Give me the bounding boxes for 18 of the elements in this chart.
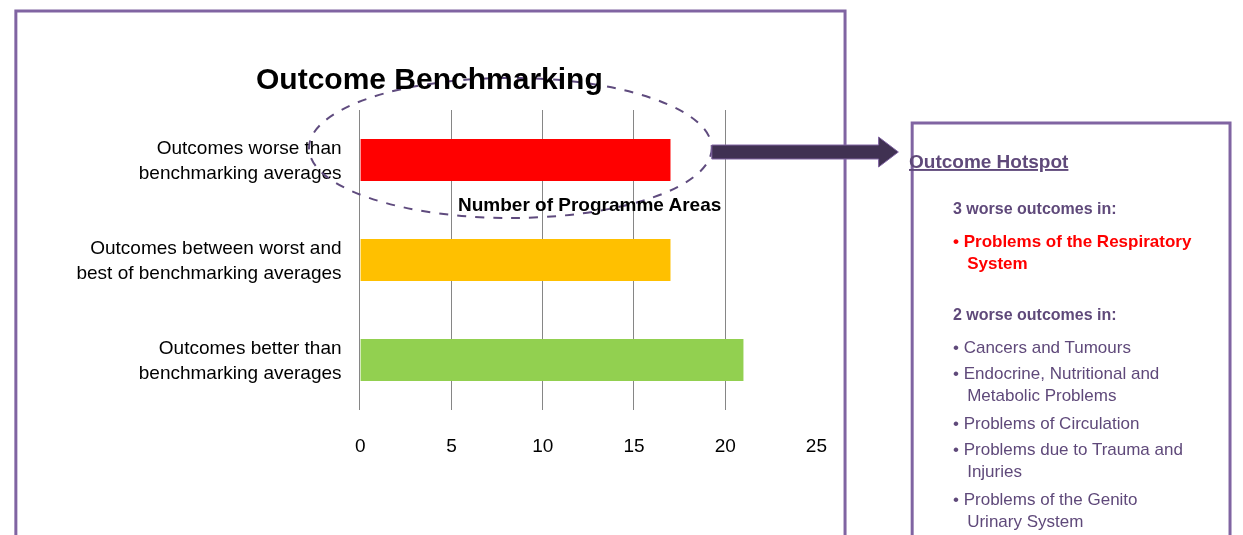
- y-tick-label: Outcomes better than benchmarking averages: [138, 337, 342, 383]
- x-tick-label: 0: [355, 435, 366, 456]
- chart-title: Outcome Benchmarking: [256, 62, 603, 95]
- text: • Cancers and Tumours: [953, 338, 1131, 357]
- x-tick-label: 5: [446, 435, 457, 456]
- x-tick-label: 15: [623, 435, 645, 456]
- x-tick-label: 20: [714, 435, 736, 456]
- y-tick-label: Outcomes worse than benchmarking averages: [138, 137, 342, 183]
- text: • Endocrine, Nutritional and Metabolic Problems: [953, 364, 1160, 406]
- x-tick-label: 10: [532, 435, 554, 456]
- text: • Problems of Circulation: [953, 414, 1140, 433]
- text: • Problems of the Genito Urinary System: [953, 490, 1138, 532]
- text: • Problems due to Trauma and Injuries: [953, 440, 1183, 482]
- text: 3 worse outcomes in:: [953, 200, 1117, 217]
- y-tick-label: Outcomes between worst and best of benchmarking averages: [76, 237, 342, 283]
- text: • Problems of the Respiratory System: [953, 232, 1192, 274]
- text: 2 worse outcomes in:: [953, 306, 1117, 323]
- x-tick-label: 25: [805, 435, 827, 456]
